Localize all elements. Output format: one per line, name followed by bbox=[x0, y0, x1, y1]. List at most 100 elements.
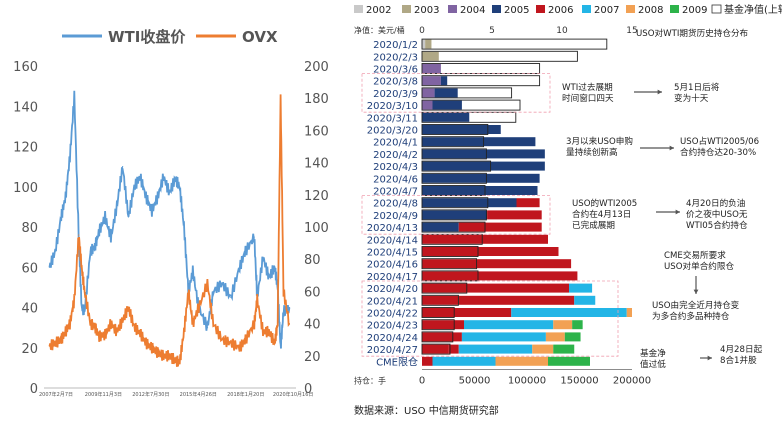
legend-swatch bbox=[402, 5, 411, 13]
nav-bar bbox=[421, 63, 541, 74]
top-axis-tick: 0 bbox=[419, 26, 425, 36]
bar-segment-2008 bbox=[495, 356, 548, 366]
annotation-text: 4月20日的负油 bbox=[686, 197, 745, 209]
row-label: 2020/4/23 bbox=[367, 321, 418, 332]
bar-segment-2005 bbox=[422, 137, 536, 147]
nav-bar bbox=[421, 331, 454, 343]
nav-bar bbox=[421, 172, 487, 184]
nav-bar bbox=[421, 319, 455, 331]
nav-bar bbox=[421, 343, 451, 355]
bar-segment-2006 bbox=[458, 295, 575, 305]
arrow-head bbox=[693, 289, 699, 294]
legend-swatch bbox=[670, 5, 679, 13]
bar-segment-2006 bbox=[422, 247, 559, 256]
y-left-tick: 140 bbox=[13, 100, 38, 115]
annotation-text: 8合1并股 bbox=[720, 354, 757, 366]
bar-segment-2009 bbox=[548, 356, 590, 366]
row-label: 2020/4/22 bbox=[367, 309, 418, 320]
data-point bbox=[104, 216, 106, 218]
y-right-tick: 180 bbox=[304, 92, 329, 107]
y-right-tick: 40 bbox=[304, 318, 321, 333]
legend-label: 2009 bbox=[682, 5, 707, 16]
bar-segment-2006 bbox=[487, 210, 542, 220]
data-point bbox=[83, 290, 86, 292]
bar-segment-2003 bbox=[422, 51, 439, 61]
bar-segment-2003 bbox=[425, 39, 432, 49]
y-left-tick: 20 bbox=[21, 342, 38, 357]
row-label: 2020/4/1 bbox=[373, 138, 418, 149]
data-point bbox=[157, 196, 159, 198]
data-point bbox=[162, 355, 165, 357]
bar-segment-2008 bbox=[626, 308, 632, 317]
data-point bbox=[54, 250, 56, 252]
bar-segment-2009 bbox=[564, 332, 581, 342]
bar-segment-2006 bbox=[422, 332, 462, 342]
data-point bbox=[157, 351, 159, 354]
data-point bbox=[54, 342, 56, 344]
bar-segment-2005 bbox=[434, 88, 458, 98]
data-point bbox=[279, 347, 282, 349]
data-point bbox=[277, 323, 279, 325]
wti-ovx-line-chart: WTI收盘价 OVX 0 20 40 60 80 100 120 140 160 0 20 40 60 80 1… bbox=[13, 28, 329, 398]
data-point bbox=[268, 331, 270, 333]
nav-bar bbox=[421, 148, 487, 160]
top-axis-label: 净值：美元/桶 bbox=[354, 25, 405, 35]
annotation-text: USO的WTI2005 bbox=[572, 197, 637, 209]
data-point bbox=[274, 266, 276, 268]
data-point bbox=[192, 323, 194, 325]
bar-segment-2005 bbox=[422, 125, 501, 134]
bar-segment-2007 bbox=[569, 283, 593, 293]
row-label: 2020/4/7 bbox=[373, 187, 418, 198]
legend: WTI收盘价 OVX bbox=[62, 28, 278, 46]
data-point bbox=[60, 339, 62, 341]
bar-segment-2004 bbox=[422, 88, 435, 98]
data-point bbox=[174, 360, 176, 362]
bar-segment-2008 bbox=[532, 344, 554, 354]
annotation-text: 量持续创新高 bbox=[566, 146, 618, 158]
data-point bbox=[139, 176, 141, 178]
source-note: 数据来源：USO 中信期货研究部 bbox=[354, 404, 499, 417]
data-point bbox=[239, 347, 241, 349]
x-tick: 2015年4月26日 bbox=[180, 391, 217, 398]
bar-segment-2005 bbox=[440, 76, 448, 86]
x-tick: 200000 bbox=[613, 375, 651, 386]
x-tick: 100000 bbox=[508, 375, 546, 386]
y-left-tick: 60 bbox=[21, 261, 38, 276]
y-right-tick: 160 bbox=[304, 124, 329, 139]
top-axis-tick: 10 bbox=[556, 26, 568, 36]
data-point bbox=[183, 331, 185, 333]
data-point bbox=[288, 306, 290, 309]
y-right-tick: 140 bbox=[304, 157, 329, 172]
data-point bbox=[230, 296, 232, 299]
data-point bbox=[179, 186, 181, 188]
data-point bbox=[73, 95, 75, 97]
data-point bbox=[282, 310, 285, 313]
data-point bbox=[262, 331, 264, 333]
row-label: 2020/4/17 bbox=[367, 272, 418, 283]
bar-segment-2006 bbox=[422, 259, 572, 269]
row-label: 2020/4/13 bbox=[367, 223, 418, 234]
row-label: 2020/4/27 bbox=[367, 345, 418, 356]
data-point bbox=[244, 339, 247, 341]
top-axis-tick: 15 bbox=[626, 26, 637, 36]
bar-segment-2008 bbox=[553, 320, 573, 330]
nav-bar bbox=[421, 99, 521, 111]
annotation-text: WTI05合约持仓 bbox=[686, 219, 748, 231]
uso-position-bar-chart: 2002 2003 2004 2005 2006 2007 2008 2009 基金净值(上轴)… bbox=[354, 3, 782, 417]
row-label: 2020/4/24 bbox=[367, 333, 418, 344]
row-label: 2020/3/10 bbox=[367, 101, 418, 112]
arrow-head bbox=[707, 355, 712, 361]
bar-segment-2005 bbox=[422, 161, 545, 171]
nav-bar bbox=[421, 246, 479, 257]
data-point bbox=[253, 236, 255, 238]
arrow-head bbox=[657, 89, 662, 95]
row-label: 2020/4/2 bbox=[373, 150, 418, 161]
annotation-text: 5月1日后将 bbox=[674, 82, 720, 93]
bar-segment-2005 bbox=[422, 186, 538, 195]
annotation-text: 时间窗口四天 bbox=[562, 92, 614, 104]
legend-swatch bbox=[536, 5, 545, 13]
annotation-text: WTI过去展期 bbox=[562, 81, 613, 93]
bar-segment-2009 bbox=[553, 344, 575, 354]
legend-swatch bbox=[448, 5, 457, 13]
